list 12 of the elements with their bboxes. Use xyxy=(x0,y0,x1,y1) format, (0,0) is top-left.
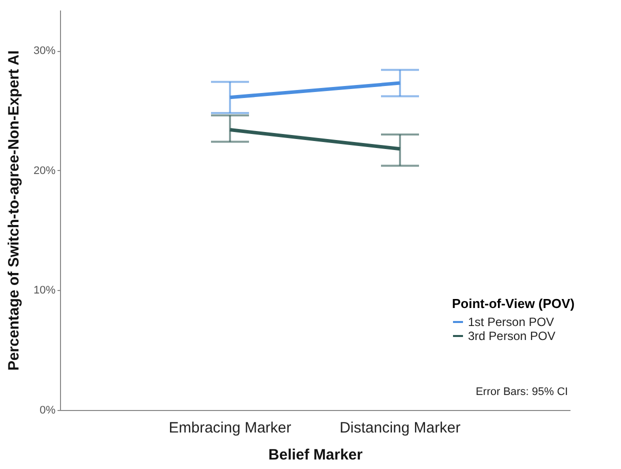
y-tick-label: 20% xyxy=(33,164,56,177)
x-tick-label: Distancing Marker xyxy=(340,420,460,436)
y-tick-label: 30% xyxy=(33,45,56,58)
y-tick-label: 0% xyxy=(40,404,56,416)
legend-label: 1st Person POV xyxy=(468,315,554,329)
legend-title: Point-of-View (POV) xyxy=(452,296,575,311)
legend-label: 3rd Person POV xyxy=(468,329,556,343)
y-axis-title: Percentage of Switch-to-agree-Non-Expert AI xyxy=(5,50,22,371)
y-tick-label: 10% xyxy=(33,284,56,297)
x-tick-label: Embracing Marker xyxy=(168,420,292,436)
annotation: Error Bars: 95% CI xyxy=(476,386,568,398)
x-axis-title: Belief Marker xyxy=(268,446,363,464)
